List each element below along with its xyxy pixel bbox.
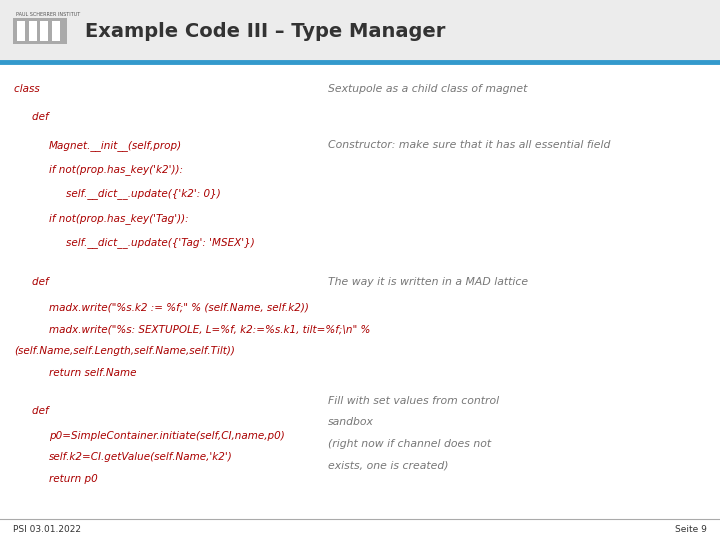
Text: PSI 03.01.2022: PSI 03.01.2022 xyxy=(13,525,81,534)
Text: Fill with set values from control: Fill with set values from control xyxy=(328,396,499,406)
Text: return p0: return p0 xyxy=(49,474,98,484)
Text: PAUL SCHERRER INSTITUT: PAUL SCHERRER INSTITUT xyxy=(16,12,80,17)
Text: madx.write("%s.k2 := %f;" % (self.Name, self.k2)): madx.write("%s.k2 := %f;" % (self.Name, … xyxy=(49,303,309,313)
Bar xyxy=(52,22,60,41)
Text: Constructor: make sure that it has all essential field: Constructor: make sure that it has all e… xyxy=(328,140,610,150)
Text: Seite 9: Seite 9 xyxy=(675,525,707,534)
Bar xyxy=(40,22,48,41)
Text: madx.write("%s: SEXTUPOLE, L=%f, k2:=%s.k1, tilt=%f;\n" %: madx.write("%s: SEXTUPOLE, L=%f, k2:=%s.… xyxy=(49,325,370,334)
Text: p0=SimpleContainer.initiate(self,CI,name,p0): p0=SimpleContainer.initiate(self,CI,name… xyxy=(49,431,284,441)
Bar xyxy=(13,18,67,44)
Text: The way it is written in a MAD lattice: The way it is written in a MAD lattice xyxy=(328,277,528,287)
Text: Magnet.__init__(self,prop): Magnet.__init__(self,prop) xyxy=(49,140,182,151)
Text: self.__dict__.update({'Tag': 'MSEX'}): self.__dict__.update({'Tag': 'MSEX'}) xyxy=(66,237,255,248)
Text: self.k2=CI.getValue(self.Name,'k2'): self.k2=CI.getValue(self.Name,'k2') xyxy=(49,453,233,462)
Text: def: def xyxy=(32,277,53,287)
Text: (right now if channel does not: (right now if channel does not xyxy=(328,439,491,449)
Text: Example Code III – Type Manager: Example Code III – Type Manager xyxy=(85,22,446,41)
Text: exists, one is created): exists, one is created) xyxy=(328,461,448,470)
Bar xyxy=(29,22,37,41)
Bar xyxy=(0,0,720,62)
Text: Sextupole as a child class of magnet: Sextupole as a child class of magnet xyxy=(328,84,527,94)
Text: self.__dict__.update({'k2': 0}): self.__dict__.update({'k2': 0}) xyxy=(66,188,221,199)
Text: if not(prop.has_key('k2')):: if not(prop.has_key('k2')): xyxy=(49,164,183,175)
Bar xyxy=(17,22,25,41)
Text: return self.Name: return self.Name xyxy=(49,368,137,377)
Text: if not(prop.has_key('Tag')):: if not(prop.has_key('Tag')): xyxy=(49,213,189,224)
Text: sandbox: sandbox xyxy=(328,417,374,427)
Text: (self.Name,self.Length,self.Name,self.Tilt)): (self.Name,self.Length,self.Name,self.Ti… xyxy=(14,346,235,356)
Text: def: def xyxy=(32,112,53,122)
Text: class: class xyxy=(14,84,43,94)
Text: def: def xyxy=(32,407,53,416)
